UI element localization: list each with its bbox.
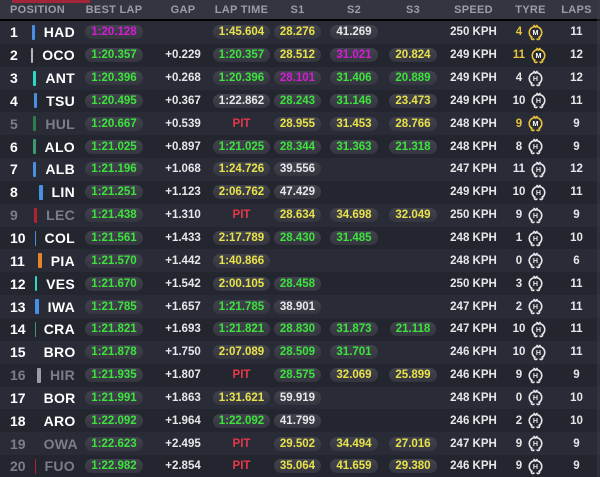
svg-text:H: H — [533, 212, 538, 220]
svg-text:M: M — [533, 29, 539, 37]
svg-text:H: H — [536, 349, 541, 357]
svg-text:H: H — [536, 98, 541, 106]
svg-text:M: M — [533, 120, 539, 128]
svg-text:H: H — [533, 235, 538, 243]
svg-text:H: H — [533, 303, 538, 311]
svg-text:H: H — [533, 440, 538, 448]
svg-text:H: H — [533, 75, 538, 83]
svg-text:H: H — [533, 417, 538, 425]
svg-text:H: H — [536, 166, 541, 174]
svg-text:H: H — [533, 372, 538, 380]
svg-text:H: H — [536, 326, 541, 334]
svg-text:H: H — [533, 257, 538, 265]
svg-text:H: H — [533, 143, 538, 151]
svg-text:M: M — [536, 52, 542, 60]
svg-text:H: H — [533, 280, 538, 288]
svg-text:H: H — [533, 395, 538, 403]
svg-text:H: H — [536, 189, 541, 197]
svg-text:H: H — [533, 463, 538, 471]
